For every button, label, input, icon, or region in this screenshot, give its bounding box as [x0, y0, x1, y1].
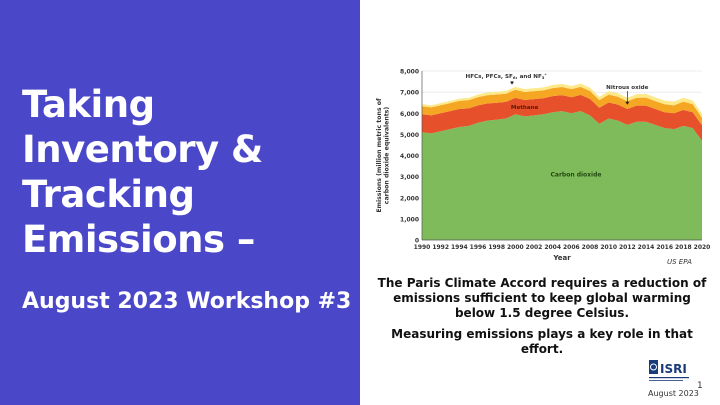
x-tick-label: 2010	[600, 244, 617, 251]
y-tick-label: 0	[415, 238, 419, 245]
left-title-panel: Taking Inventory & Tracking Emissions – …	[0, 0, 360, 405]
y-tick-label: 4,000	[400, 153, 419, 160]
x-tick-label: 2000	[507, 244, 524, 251]
isri-logo: ISRI	[649, 360, 689, 381]
area-nitrous-oxide	[422, 86, 702, 126]
x-tick-label: 1992	[432, 244, 449, 251]
logo-text: ISRI	[660, 362, 687, 376]
x-tick-label: 2020	[694, 244, 710, 251]
annotation-arrowhead	[510, 81, 514, 85]
x-tick-label: 1996	[470, 244, 487, 251]
x-tick-label: 2016	[656, 244, 673, 251]
caption-main: The Paris Climate Accord requires a redu…	[377, 276, 707, 320]
emissions-chart-svg: 0 1,000 2,000 3,000 4,000 5,000 6,000 7,000 8,00…	[376, 69, 710, 263]
x-tick-label: 2002	[526, 244, 543, 251]
x-tick-label: 1990	[414, 244, 431, 251]
annotation-arrowhead	[625, 101, 630, 105]
slide-title: Taking Inventory & Tracking Emissions –	[22, 83, 263, 261]
y-tick-label: 7,000	[400, 90, 419, 97]
area-carbon-dioxide	[422, 111, 702, 240]
y-tick-label: 5,000	[400, 132, 419, 139]
x-tick-label: 2018	[675, 244, 692, 251]
x-tick-label: 1998	[488, 244, 505, 251]
y-tick-label: 1,000	[400, 216, 419, 223]
x-tick-label: 1994	[451, 244, 468, 251]
chart-source: US EPA	[667, 258, 692, 266]
x-axis-label: Year	[552, 254, 571, 262]
x-tick-label: 2004	[544, 244, 561, 251]
y-tick-label: 3,000	[400, 174, 419, 181]
x-tick-label: 2006	[563, 244, 580, 251]
x-tick-label: 2014	[638, 244, 655, 251]
y-axis-label: Emissions (million metric tons ofcarbon …	[376, 98, 391, 213]
caption-sub: Measuring emissions plays a key role in …	[391, 327, 693, 356]
annotation-methane: Methane	[511, 105, 539, 111]
emissions-chart: 0 1,000 2,000 3,000 4,000 5,000 6,000 7,000 8,00…	[370, 63, 710, 275]
y-tick-label: 2,000	[400, 195, 419, 202]
slide-subtitle: August 2023 Workshop #3	[22, 289, 352, 314]
annotation-carbon: Carbon dioxide	[551, 172, 602, 179]
annotation-nitrous: Nitrous oxide	[606, 85, 649, 91]
y-tick-label: 8,000	[400, 69, 419, 76]
annotation-hfcs: HFCs, PFCs, SF6, and NF3*	[466, 72, 547, 80]
y-tick-label: 6,000	[400, 111, 419, 118]
page-number: 1	[697, 381, 703, 391]
area-methane	[422, 94, 702, 141]
x-tick-label: 2012	[619, 244, 636, 251]
footer-date: August 2023	[648, 389, 699, 398]
x-tick-label: 2008	[582, 244, 599, 251]
